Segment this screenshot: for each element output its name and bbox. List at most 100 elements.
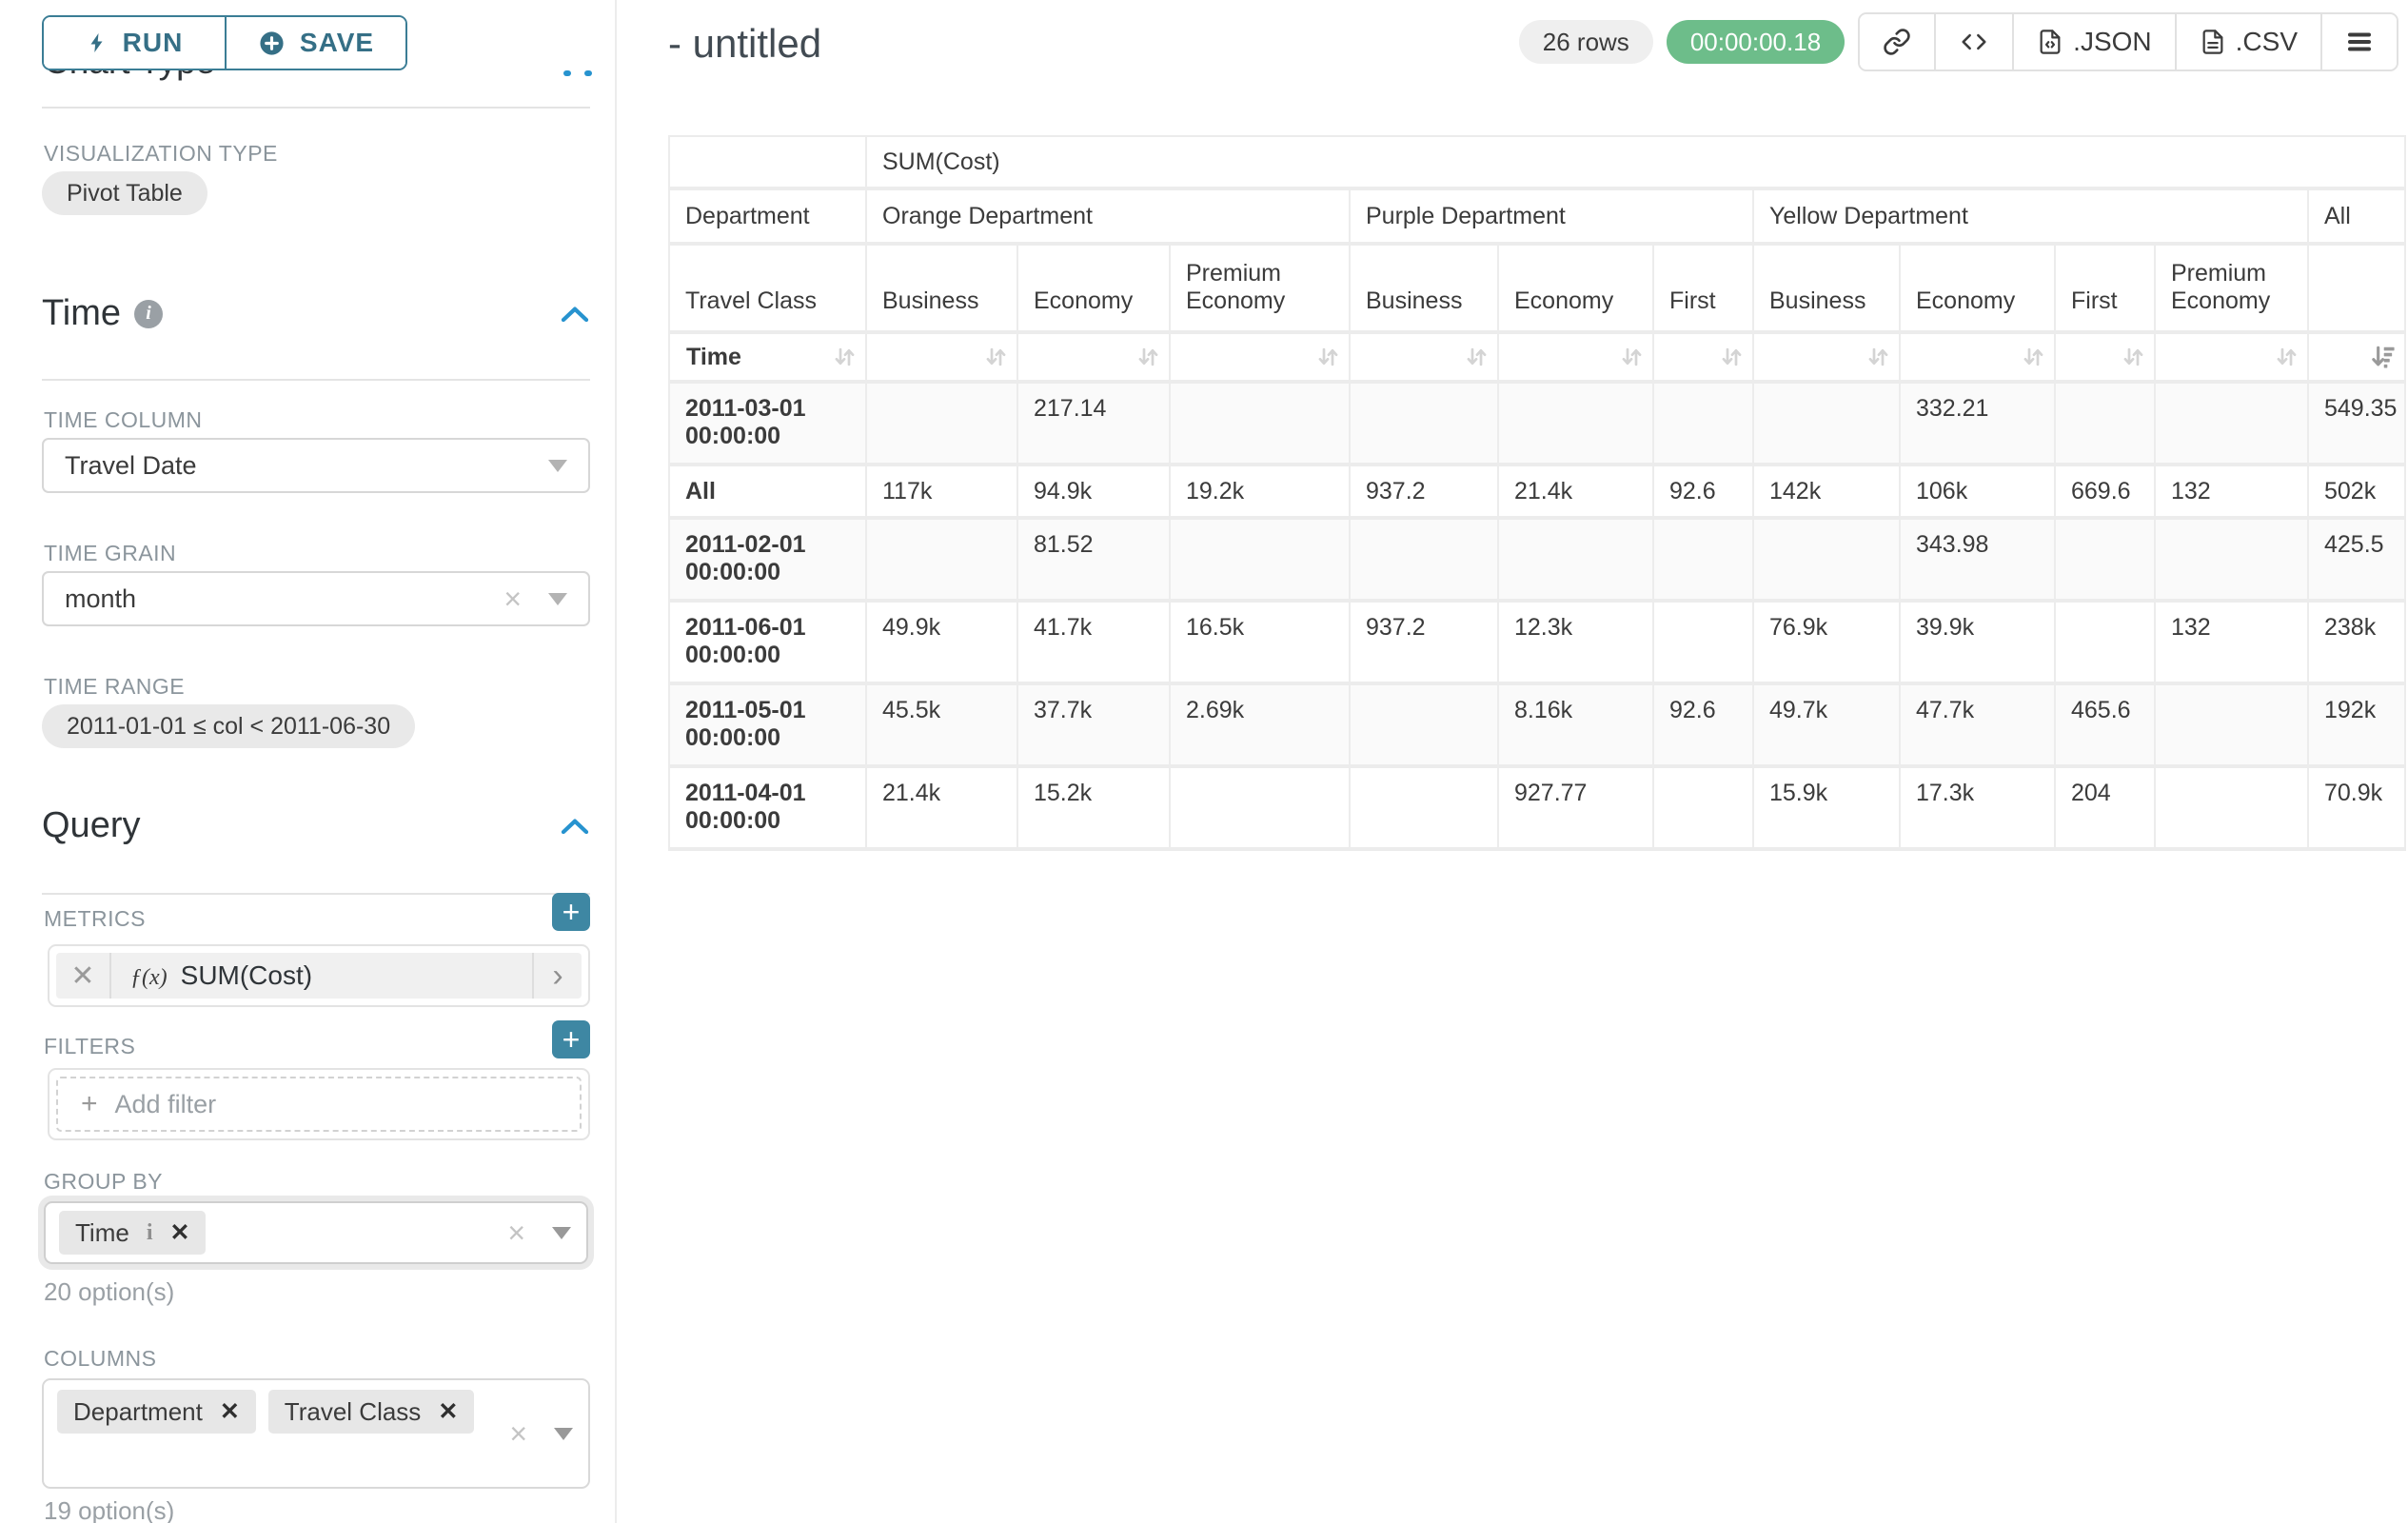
class-header: Premium Economy [1169, 243, 1351, 334]
sort-up-down-icon[interactable] [983, 345, 1009, 370]
row-header: 2011-03-01 00:00:00 [668, 381, 867, 466]
row-header: All [668, 464, 867, 520]
caret-down-icon [548, 459, 567, 472]
sort-up-down-icon[interactable] [2121, 345, 2146, 370]
sort-up-down-icon[interactable] [1719, 345, 1745, 370]
lightning-icon [86, 30, 109, 56]
time-column-select[interactable]: Travel Date [42, 438, 590, 493]
sort-up-down-icon[interactable] [1135, 345, 1161, 370]
pivot-cell: 49.9k [865, 600, 1018, 685]
pivot-cell [1752, 381, 1901, 466]
pivot-row: 2011-05-01 00:00:00 45.5k 37.7k 2.69k 8.16k 9… [668, 682, 2407, 768]
pivot-cell: 21.4k [1497, 464, 1654, 520]
sort-cell [1497, 331, 1654, 384]
pivot-cell: 117k [865, 464, 1018, 520]
x-icon[interactable]: × [503, 582, 522, 616]
class-header: First [2054, 243, 2156, 334]
pivot-cell [1349, 682, 1499, 768]
pivot-cell [1169, 765, 1351, 851]
chevron-up-icon [584, 70, 592, 76]
caret-down-icon[interactable] [552, 1226, 571, 1239]
filters-label: FILTERS [44, 1034, 136, 1058]
x-icon[interactable]: × [507, 1216, 525, 1250]
chevron-up-icon[interactable] [560, 805, 590, 846]
metrics-control: ✕ ƒ(x) SUM(Cost) › [48, 944, 590, 1007]
pivot-row: 2011-02-01 00:00:00 81.52 343.98 425.5 [668, 517, 2407, 603]
sort-up-down-icon[interactable] [1865, 345, 1891, 370]
pivot-cell: 92.6 [1652, 682, 1754, 768]
pivot-corner-cell [668, 135, 867, 190]
metric-header: SUM(Cost) [864, 135, 2407, 190]
export-json-button[interactable]: .JSON [2012, 14, 2175, 69]
visualization-type-pill[interactable]: Pivot Table [42, 171, 207, 215]
metrics-label: METRICS [44, 906, 146, 931]
chevron-up-icon[interactable] [560, 293, 590, 334]
pivot-cell [1652, 600, 1754, 685]
pivot-cell [865, 517, 1018, 603]
pivot-row: All 117k 94.9k 19.2k 937.2 21.4k 92.6 142k 106k 6… [668, 464, 2407, 520]
pivot-cell: 132 [2154, 464, 2309, 520]
copy-link-button[interactable] [1860, 14, 1935, 69]
pivot-cell [2054, 600, 2156, 685]
save-button-label: SAVE [299, 28, 375, 57]
pivot-cell [1652, 765, 1754, 851]
pivot-cell: 49.7k [1752, 682, 1901, 768]
sort-up-down-icon[interactable] [2274, 345, 2299, 370]
view-query-button[interactable] [1934, 14, 2013, 69]
pivot-cell [1349, 381, 1499, 466]
pivot-cell: 425.5 [2306, 517, 2407, 603]
pivot-cell: 19.2k [1169, 464, 1351, 520]
sort-up-down-icon[interactable] [1315, 345, 1341, 370]
chevron-right-icon[interactable]: › [532, 953, 582, 999]
pivot-cell [1349, 765, 1499, 851]
row-count-badge: 26 rows [1518, 20, 1653, 64]
pivot-row: 2011-06-01 00:00:00 49.9k 41.7k 16.5k 937.2 1… [668, 600, 2407, 685]
add-metric-button[interactable]: + [552, 893, 590, 931]
metric-pill[interactable]: ✕ ƒ(x) SUM(Cost) › [56, 953, 582, 999]
class-header: Premium Economy [2154, 243, 2309, 334]
query-section-title: Query [42, 805, 141, 845]
group-by-select[interactable]: Time i ✕ × [44, 1201, 588, 1264]
x-icon[interactable]: × [509, 1416, 527, 1451]
sort-up-down-icon[interactable] [1619, 345, 1645, 370]
caret-down-icon[interactable] [554, 1427, 573, 1440]
time-grain-select[interactable]: month × [42, 571, 590, 626]
remove-metric-icon[interactable]: ✕ [56, 953, 111, 999]
sort-up-down-icon[interactable] [832, 345, 858, 370]
run-button[interactable]: RUN [44, 17, 225, 69]
sort-cell [1752, 331, 1901, 384]
group-by-options-hint: 20 option(s) [44, 1277, 175, 1306]
info-circle-icon[interactable]: i [134, 299, 164, 328]
add-filter-button[interactable]: + Add filter [56, 1077, 582, 1132]
pivot-cell [1349, 517, 1499, 603]
pivot-cell: 204 [2054, 765, 2156, 851]
sort-up-down-icon[interactable] [2021, 345, 2046, 370]
pivot-cell: 238k [2306, 600, 2407, 685]
export-csv-button[interactable]: .CSV [2174, 14, 2320, 69]
pivot-cell [1497, 381, 1654, 466]
time-grain-value: month [65, 583, 137, 613]
run-button-label: RUN [122, 28, 184, 57]
department-axis-label: Department [668, 188, 867, 246]
pivot-cell: 549.35 [2306, 381, 2407, 466]
add-filter-plus-button[interactable]: + [552, 1020, 590, 1058]
columns-select[interactable]: Department ✕ Travel Class ✕ × [42, 1378, 590, 1489]
time-column-value: Travel Date [65, 450, 197, 480]
info-icon[interactable]: i [146, 1219, 153, 1245]
pivot-cell: 47.7k [1899, 682, 2056, 768]
remove-tag-icon[interactable]: ✕ [219, 1398, 240, 1425]
remove-tag-icon[interactable]: ✕ [169, 1219, 190, 1246]
more-menu-button[interactable] [2320, 14, 2397, 69]
pivot-cell: 465.6 [2054, 682, 2156, 768]
sort-cell [1349, 331, 1499, 384]
sort-up-down-icon[interactable] [1464, 345, 1490, 370]
columns-label: COLUMNS [44, 1346, 157, 1371]
sort-amount-desc-icon[interactable] [2369, 344, 2397, 371]
pivot-cell: 332.21 [1899, 381, 2056, 466]
time-range-label: TIME RANGE [44, 674, 186, 699]
time-range-pill[interactable]: 2011-01-01 ≤ col < 2011-06-30 [42, 704, 416, 748]
save-button[interactable]: SAVE [225, 17, 405, 69]
remove-tag-icon[interactable]: ✕ [438, 1398, 459, 1425]
pivot-cell: 217.14 [1016, 381, 1171, 466]
chart-title[interactable]: - untitled [668, 21, 822, 66]
